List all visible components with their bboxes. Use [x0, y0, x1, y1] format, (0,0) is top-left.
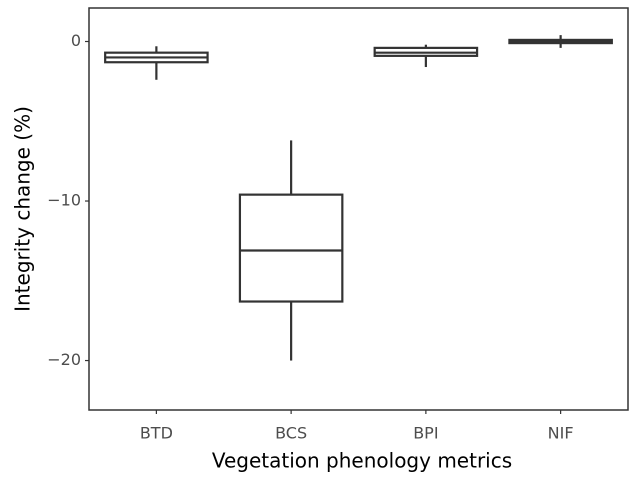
- x-tick-label: BPI: [413, 424, 438, 443]
- x-axis-title: Vegetation phenology metrics: [212, 449, 512, 473]
- y-tick-label: 0: [71, 31, 81, 50]
- x-tick-label: BTD: [140, 424, 173, 443]
- x-tick-label: NIF: [548, 424, 574, 443]
- y-axis-title: Integrity change (%): [11, 106, 35, 312]
- y-tick-label: −10: [47, 191, 81, 210]
- box: [238, 193, 344, 303]
- plot-border: [88, 7, 629, 411]
- y-tick-label: −20: [47, 350, 81, 369]
- x-tick-label: BCS: [275, 424, 307, 443]
